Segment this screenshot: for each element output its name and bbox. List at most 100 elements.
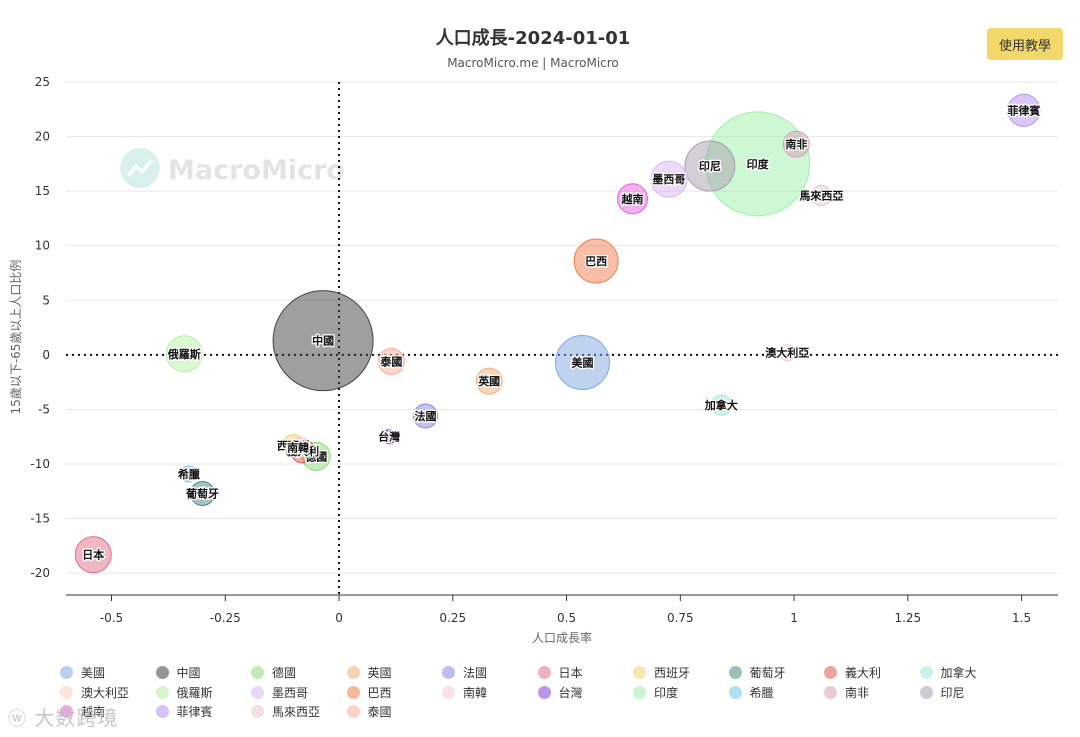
bubble-point[interactable]: [1007, 93, 1041, 127]
legend-item[interactable]: 南非: [824, 684, 869, 701]
legend-item[interactable]: 加拿大: [919, 664, 977, 681]
legend-swatch-icon: [346, 705, 360, 718]
legend-swatch-icon: [537, 666, 551, 679]
legend-item[interactable]: 美國: [60, 664, 105, 681]
legend-label: 南非: [845, 685, 870, 700]
legend-swatch-icon: [442, 685, 455, 699]
y-tick-label: 15: [35, 184, 50, 198]
macromicro-logo: MacroMicro: [120, 148, 345, 188]
bubble-point[interactable]: [650, 160, 688, 198]
x-tick-label: 1: [790, 611, 798, 625]
legend-item[interactable]: 越南: [60, 703, 105, 720]
x-tick-label: 1.25: [894, 611, 921, 625]
bubble-label: 澳大利亞: [765, 346, 809, 360]
legend-item[interactable]: 日本: [537, 664, 583, 681]
y-tick-label: -15: [30, 512, 50, 526]
x-tick-label: 0.25: [439, 611, 466, 625]
bubble-label: 菲律賓: [1007, 103, 1040, 117]
y-axis: 25 20 15 10 5 0 -5 -10 -15 -20: [30, 75, 50, 580]
tutorial-button[interactable]: 使用教學: [987, 28, 1063, 60]
bubble-point[interactable]: [475, 367, 503, 395]
legend-label: 菲律賓: [176, 705, 213, 719]
x-tick-label: 0: [335, 611, 343, 625]
bubble-label: 印尼: [699, 160, 721, 173]
bubble-point[interactable]: [180, 465, 198, 483]
legend-item[interactable]: 葡萄牙: [728, 664, 786, 681]
bubble-label: 越南: [621, 192, 644, 206]
legend-item[interactable]: 德國: [251, 664, 296, 681]
legend-item[interactable]: 西班牙: [633, 664, 690, 681]
legend-item[interactable]: 南韓: [442, 684, 487, 701]
legend-swatch-icon: [919, 666, 933, 679]
legend-item[interactable]: 泰國: [346, 703, 392, 720]
legend-item[interactable]: 台灣: [537, 684, 583, 701]
legend-item[interactable]: 中國: [155, 664, 201, 681]
logo-icon: [120, 148, 160, 188]
y-tick-label: -10: [30, 457, 50, 471]
bubble-point[interactable]: [74, 536, 112, 574]
bubble-point[interactable]: [287, 437, 309, 459]
legend-item[interactable]: 英國: [346, 664, 392, 681]
bubble-label: 希臘: [177, 467, 200, 481]
bubble-point[interactable]: [710, 394, 732, 416]
legend-swatch-icon: [60, 666, 73, 679]
chart-title: 人口成長-2024-01-01: [436, 27, 631, 49]
bubble-point[interactable]: [165, 335, 203, 373]
legend-swatch-icon: [728, 685, 742, 699]
bubble-label: 義大利: [286, 444, 319, 458]
legend-label: 南韓: [463, 685, 488, 700]
bubble-point[interactable]: [684, 140, 736, 192]
legend-label: 台灣: [558, 685, 583, 700]
bubble-label: 馬來西亞: [799, 189, 843, 203]
bubble-label: 加拿大: [704, 398, 738, 412]
legend-label: 義大利: [845, 666, 882, 680]
legend-swatch-icon: [824, 666, 837, 679]
bubble-point[interactable]: [573, 238, 619, 284]
legend-item[interactable]: 俄羅斯: [155, 684, 213, 701]
x-tick-label: 1.5: [1012, 611, 1031, 625]
bubble-point[interactable]: [381, 429, 397, 445]
bubble-label: 台灣: [378, 430, 400, 444]
bubble-point[interactable]: [412, 403, 438, 429]
bubble-point[interactable]: [617, 183, 649, 215]
legend-item[interactable]: 義大利: [824, 664, 881, 681]
grid: [66, 81, 1058, 574]
y-axis-label: 15歲以下-65歲以上人口比例: [9, 260, 23, 415]
legend-item[interactable]: 法國: [442, 664, 487, 681]
y-tick-label: 20: [35, 130, 50, 144]
bubble-label: 日本: [82, 548, 104, 562]
legend-swatch-icon: [251, 666, 264, 679]
legend-label: 葡萄牙: [749, 666, 786, 680]
legend-label: 泰國: [367, 705, 392, 719]
y-tick-label: 5: [42, 293, 50, 307]
bubble-label: 中國: [312, 334, 334, 348]
legend-item[interactable]: 澳大利亞: [60, 684, 129, 701]
bubble-label: 泰國: [379, 354, 402, 368]
bubble-point[interactable]: [778, 344, 796, 362]
bubble-point[interactable]: [377, 347, 405, 375]
legend-label: 西班牙: [654, 666, 691, 680]
bubble-point[interactable]: [782, 130, 810, 158]
legend-item[interactable]: 菲律賓: [155, 703, 213, 720]
legend-swatch-icon: [155, 666, 169, 679]
legend-item[interactable]: 印度: [633, 684, 678, 701]
legend-label: 墨西哥: [272, 685, 309, 700]
legend-label: 日本: [558, 666, 583, 680]
legend-swatch-icon: [155, 685, 169, 699]
bubble-point[interactable]: [272, 290, 374, 392]
bubble-point[interactable]: [810, 185, 832, 207]
legend-swatch-icon: [60, 685, 73, 699]
bubble-point[interactable]: [554, 335, 610, 391]
legend-item[interactable]: 巴西: [346, 684, 392, 701]
legend-swatch-icon: [537, 685, 551, 699]
bubble-label: 南韓: [287, 441, 309, 455]
legend-label: 加拿大: [940, 666, 977, 680]
legend-item[interactable]: 印尼: [919, 684, 965, 701]
legend-swatch-icon: [346, 685, 360, 699]
bubble-point[interactable]: [190, 480, 216, 506]
legend-label: 越南: [81, 705, 106, 719]
legend-item[interactable]: 希臘: [728, 684, 774, 701]
legend-item[interactable]: 馬來西亞: [251, 703, 320, 720]
legend-item[interactable]: 墨西哥: [251, 684, 308, 701]
